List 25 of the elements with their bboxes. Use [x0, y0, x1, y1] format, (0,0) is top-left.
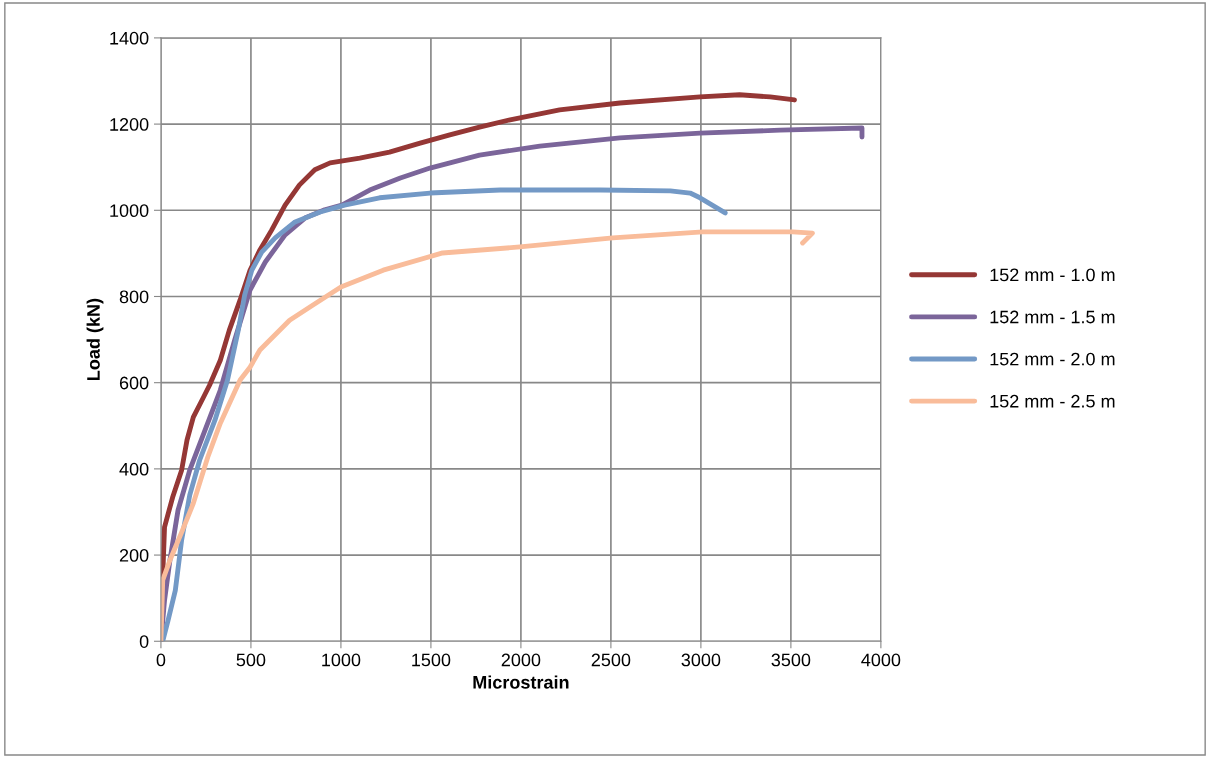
y-tick-label: 1000: [110, 204, 149, 218]
x-tick-label: 4000: [861, 653, 901, 667]
y-tick-label: 1400: [110, 31, 149, 45]
y-tick-label: 400: [119, 462, 149, 476]
y-tick-label: 0: [139, 635, 149, 648]
x-tick-label: 500: [236, 653, 266, 667]
y-axis-title: Load (kN): [86, 298, 104, 380]
line-series: [160, 229, 815, 642]
x-tick-label: 3500: [771, 653, 811, 667]
y-tick-label: 800: [119, 290, 149, 304]
legend-label: 152 mm - 1.5 m: [990, 310, 1115, 324]
legend-label: 152 mm - 2.0 m: [990, 352, 1115, 366]
x-tick-label: 3000: [681, 653, 721, 667]
legend-label: 152 mm - 1.0 m: [990, 268, 1115, 282]
x-tick-label: 2000: [501, 653, 541, 667]
legend-label: 152 mm - 2.5 m: [990, 394, 1115, 408]
y-tick-label: 200: [119, 549, 149, 562]
line-series: [160, 187, 728, 642]
x-axis-title: Microstrain: [473, 675, 569, 689]
x-tick-label: 1500: [412, 653, 451, 667]
y-tick-label: 600: [119, 376, 149, 390]
x-tick-label: 1000: [322, 653, 361, 667]
x-tick-label: 0: [156, 653, 166, 667]
y-tick-label: 1200: [110, 118, 149, 131]
x-tick-label: 2500: [591, 653, 631, 667]
